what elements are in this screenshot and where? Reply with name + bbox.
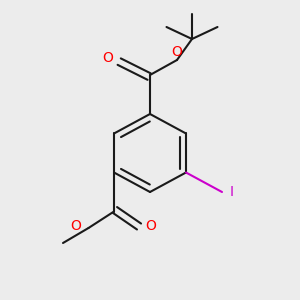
Text: O: O [70, 219, 81, 233]
Text: I: I [230, 185, 233, 199]
Text: O: O [102, 51, 113, 65]
Text: O: O [172, 46, 182, 59]
Text: O: O [145, 219, 156, 233]
